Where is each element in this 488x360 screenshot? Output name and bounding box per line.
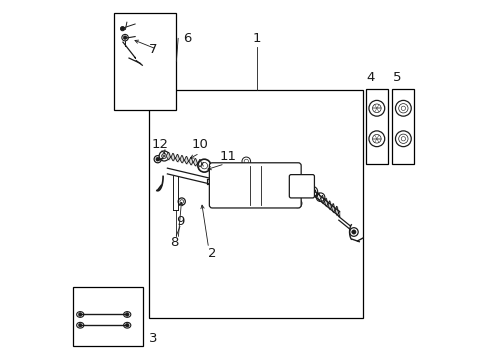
Circle shape [180,200,183,203]
Circle shape [400,136,405,141]
Text: 3: 3 [148,332,157,345]
Circle shape [162,153,166,158]
Circle shape [372,134,380,143]
Bar [391,89,414,164]
FancyBboxPatch shape [209,163,301,208]
Circle shape [216,178,225,187]
FancyBboxPatch shape [289,175,314,198]
Circle shape [309,189,314,194]
Bar [149,90,362,318]
Text: 7: 7 [148,42,157,55]
Circle shape [307,186,317,197]
Circle shape [156,157,159,161]
Circle shape [293,199,301,208]
Circle shape [122,35,128,41]
Ellipse shape [123,312,131,318]
Bar [73,287,142,346]
Circle shape [295,201,299,206]
Circle shape [368,100,384,116]
Circle shape [271,177,277,183]
Circle shape [159,151,169,161]
Circle shape [209,176,218,186]
Circle shape [198,159,210,172]
Text: 11: 11 [220,150,236,163]
Text: 9: 9 [175,215,184,228]
Circle shape [398,134,407,143]
Circle shape [211,179,216,183]
Circle shape [268,174,280,186]
Circle shape [178,198,185,205]
Text: 8: 8 [170,236,179,249]
Text: 10: 10 [191,138,208,150]
Ellipse shape [77,322,83,328]
Circle shape [125,313,129,316]
Circle shape [242,157,250,166]
Text: 1: 1 [252,32,261,45]
Ellipse shape [77,312,83,318]
Circle shape [281,186,285,191]
Circle shape [125,323,129,327]
Circle shape [279,184,288,194]
Circle shape [400,106,405,111]
Circle shape [123,36,126,40]
Circle shape [201,162,207,169]
Circle shape [351,230,355,234]
Text: 4: 4 [366,71,374,84]
Circle shape [395,100,410,116]
Circle shape [78,323,82,327]
Circle shape [372,104,380,113]
Circle shape [287,189,290,193]
Bar [113,13,176,110]
Circle shape [316,193,324,202]
Circle shape [398,104,407,113]
Text: 12: 12 [151,138,168,150]
Text: 6: 6 [183,32,191,45]
Ellipse shape [123,322,131,328]
Circle shape [219,180,223,185]
Bar [365,89,387,164]
Text: 2: 2 [207,247,216,260]
Circle shape [154,156,161,163]
Circle shape [78,313,82,316]
Circle shape [244,159,248,163]
Circle shape [395,131,410,147]
Circle shape [120,27,124,31]
Circle shape [285,187,292,194]
Circle shape [368,131,384,147]
Text: 5: 5 [392,71,401,84]
Circle shape [349,228,357,236]
